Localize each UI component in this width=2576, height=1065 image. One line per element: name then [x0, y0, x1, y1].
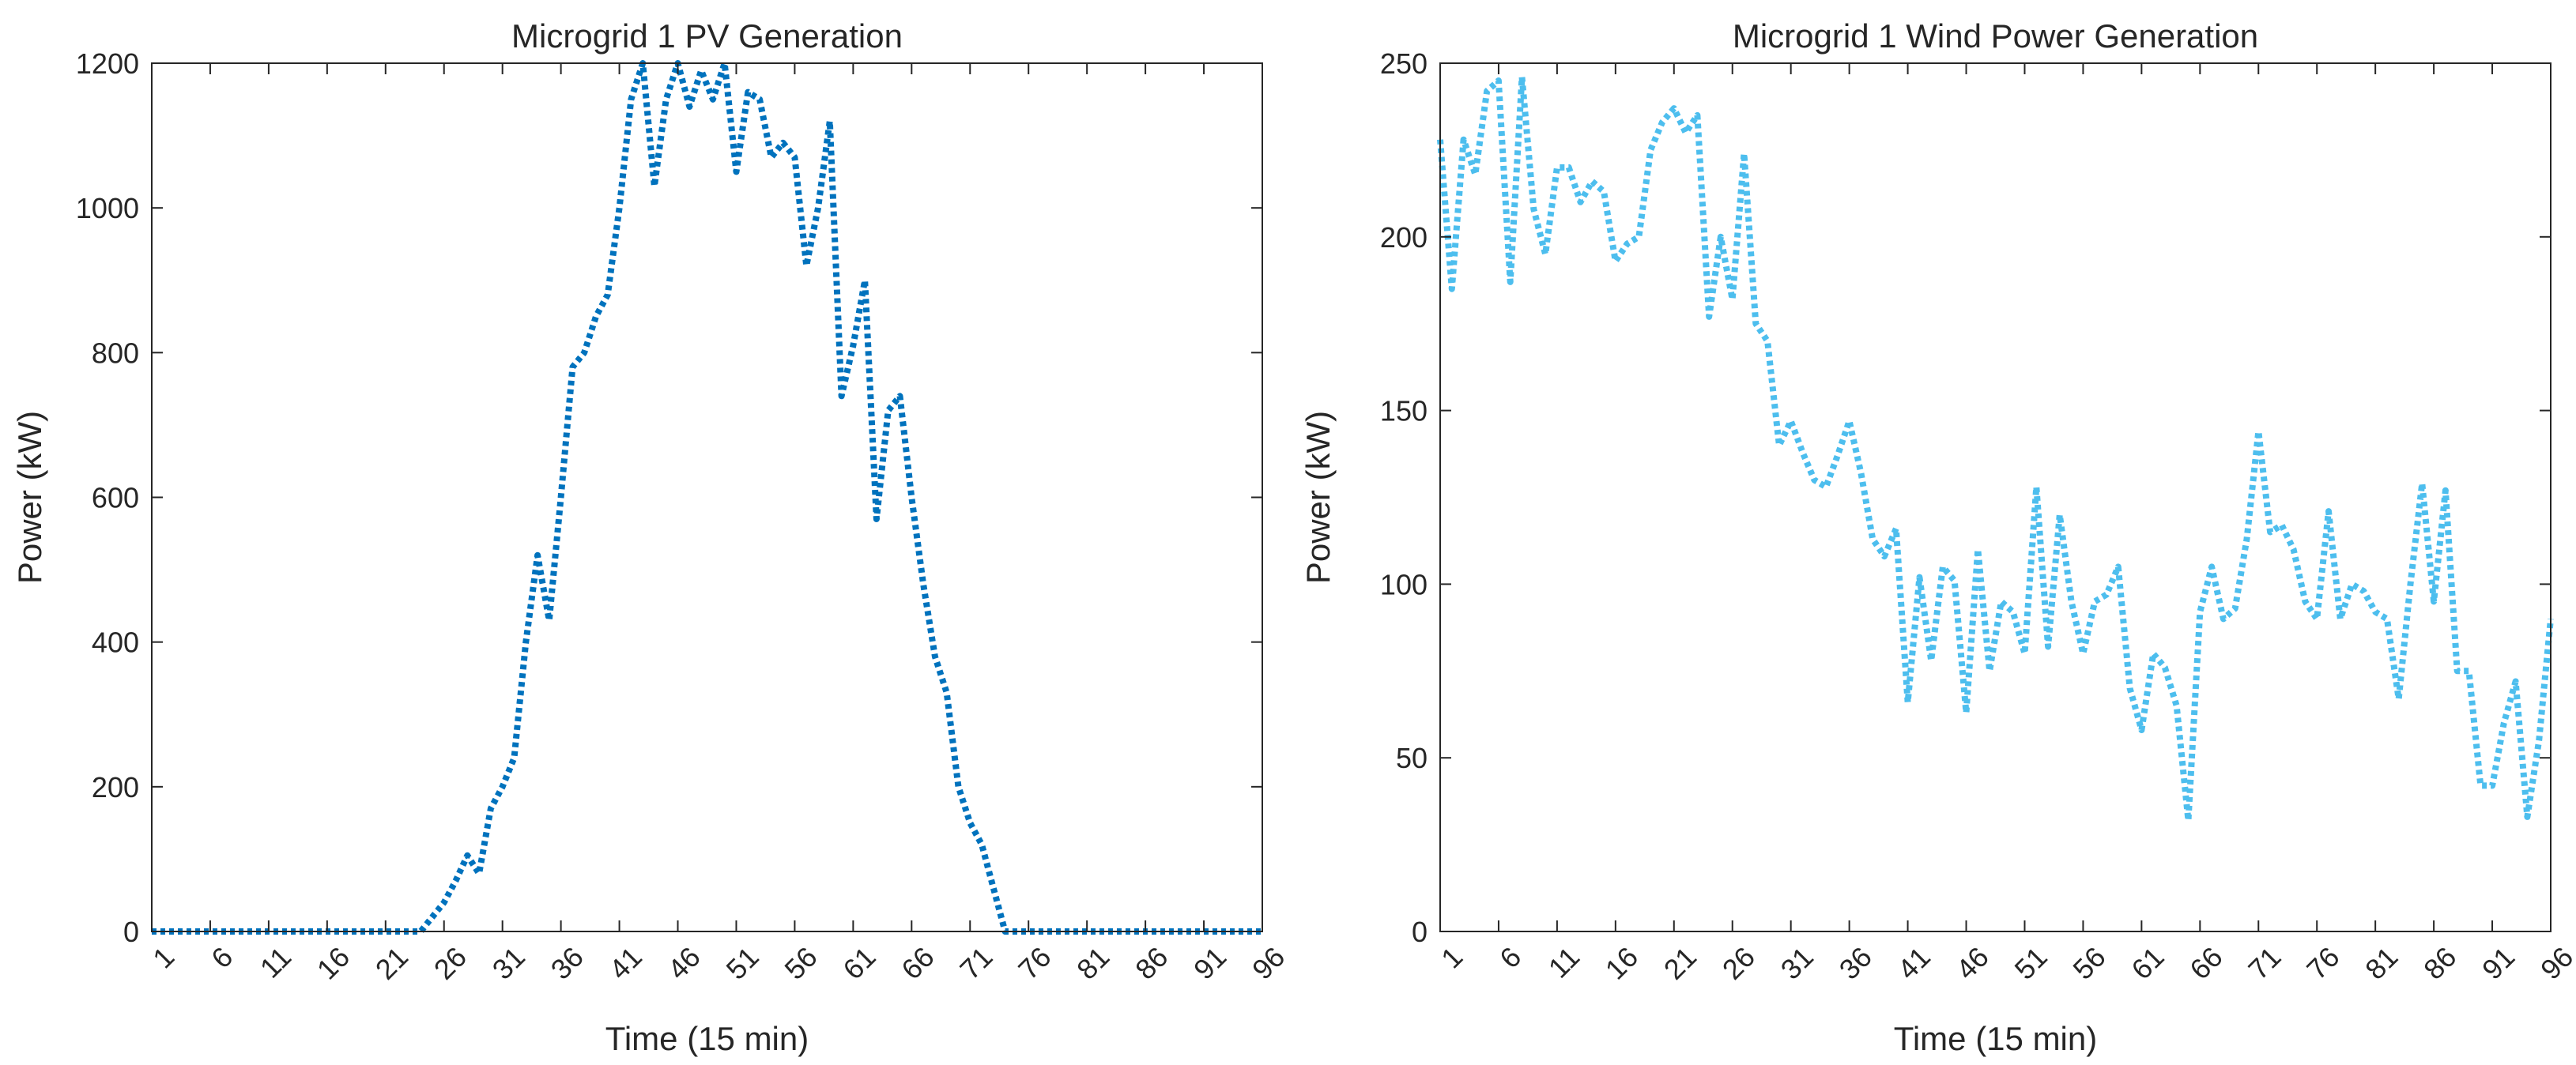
- y-tick-label: 400: [92, 627, 139, 659]
- x-axis-label: Time (15 min): [605, 1020, 809, 1057]
- y-tick-label: 600: [92, 482, 139, 514]
- y-tick-label: 1000: [76, 192, 139, 224]
- axes-box: [1439, 62, 2551, 932]
- y-tick-label: 0: [123, 916, 139, 948]
- y-tick-label: 200: [1380, 221, 1428, 254]
- y-tick-label: 250: [1380, 47, 1428, 80]
- y-tick-label: 800: [92, 337, 139, 369]
- y-tick-label: 50: [1396, 742, 1428, 774]
- y-tick-label: 0: [1412, 916, 1428, 948]
- x-axis-label: Time (15 min): [1894, 1020, 2097, 1057]
- chart-title: Microgrid 1 Wind Power Generation: [1733, 17, 2258, 55]
- chart-title: Microgrid 1 PV Generation: [511, 17, 903, 55]
- y-tick-label: 1200: [76, 47, 139, 80]
- y-tick-label: 200: [92, 771, 139, 803]
- y-tick-label: 100: [1380, 568, 1428, 600]
- y-axis-label: Power (kW): [1299, 411, 1337, 584]
- y-tick-label: 150: [1380, 395, 1428, 427]
- y-axis-label: Power (kW): [11, 411, 48, 584]
